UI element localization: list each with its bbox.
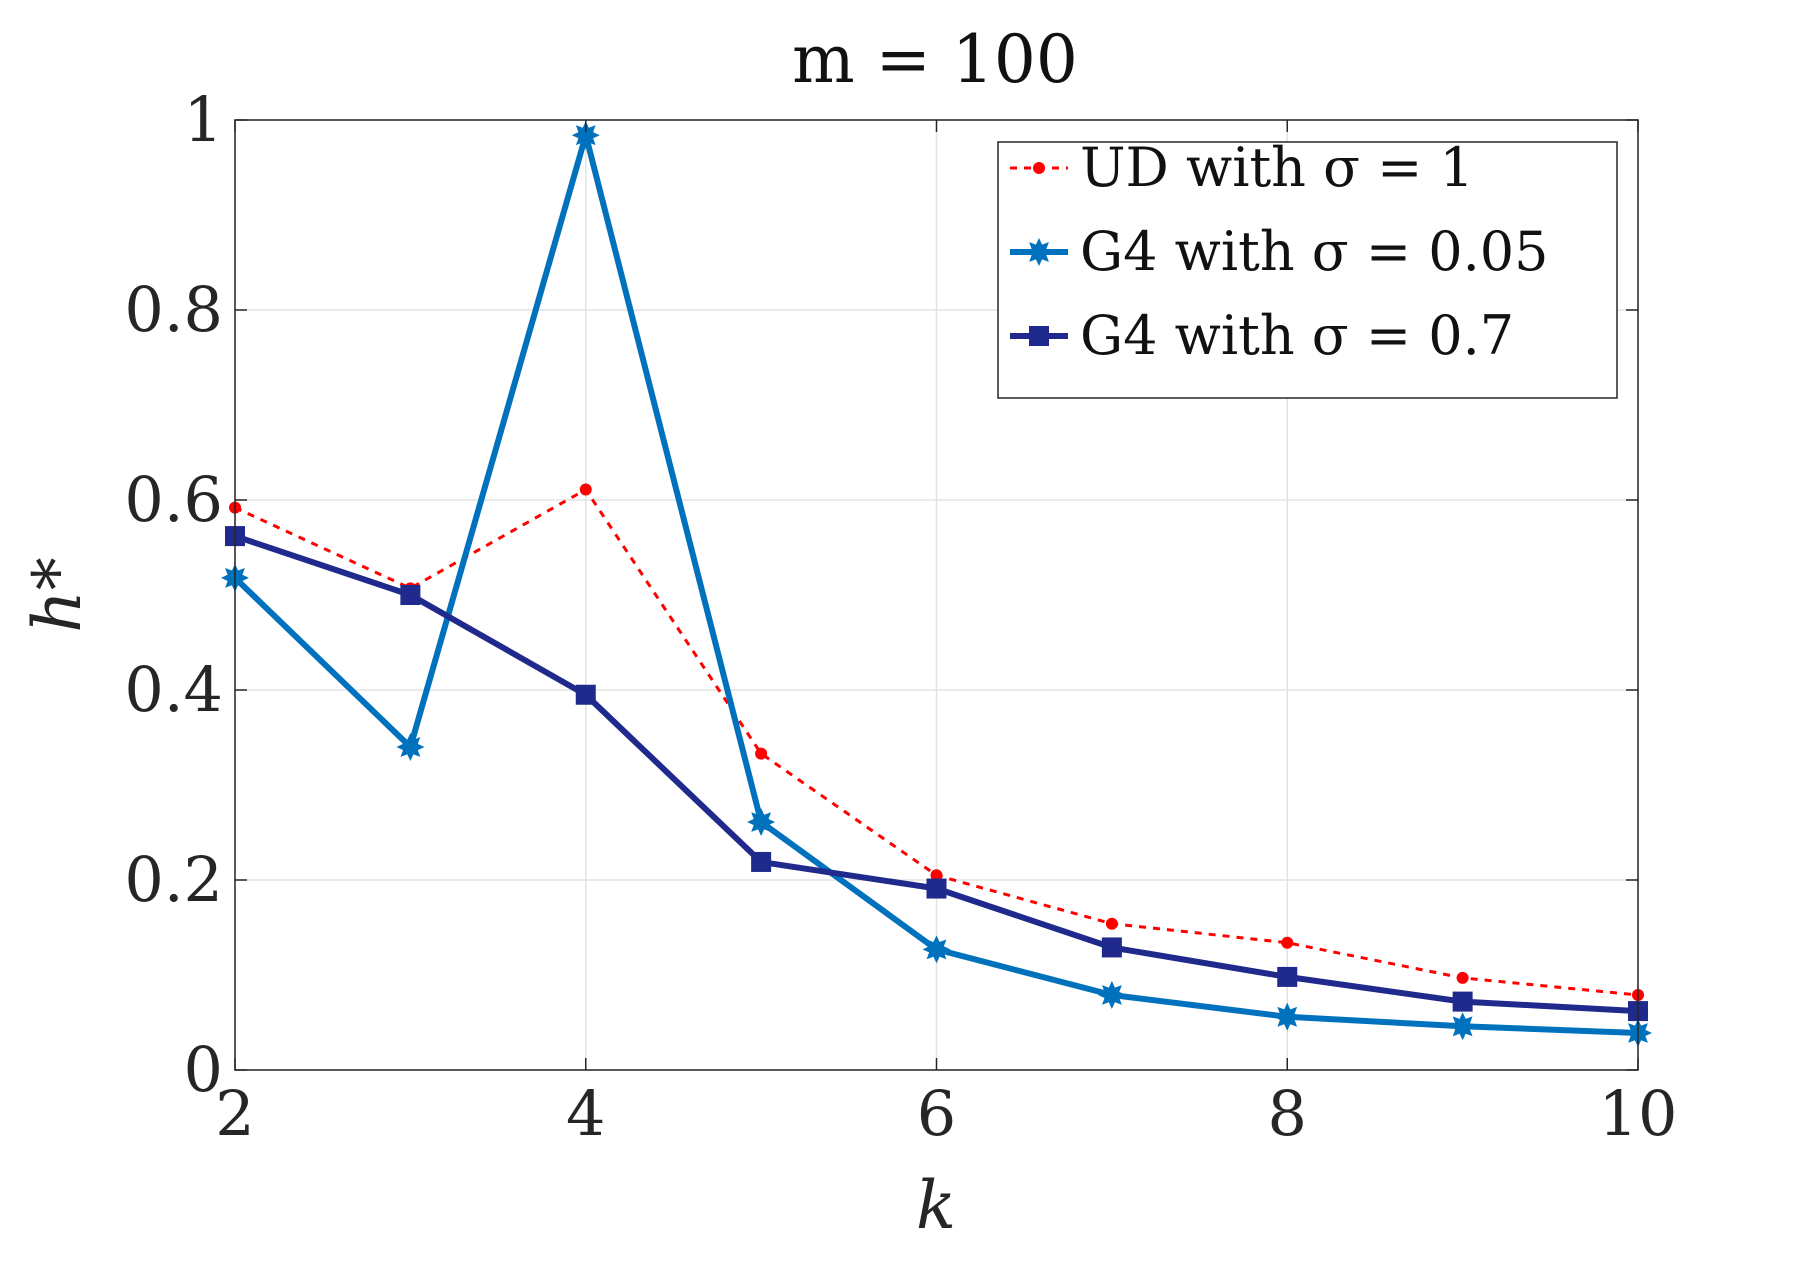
y-axis-ticks: 0 0.2 0.4 0.6 0.8 1 (124, 83, 1638, 1106)
legend-entry: G4 with σ = 0.7 (1010, 304, 1514, 367)
x-axis-ticks: 2 4 6 8 10 (215, 120, 1677, 1150)
x-tick-label: 4 (566, 1077, 605, 1150)
y-tick-label: 0.8 (124, 273, 223, 346)
data-point-marker (396, 733, 425, 761)
data-point-marker (926, 878, 947, 899)
data-point-marker (400, 585, 421, 605)
y-tick-label: 0.4 (124, 653, 223, 726)
x-tick-label: 10 (1599, 1077, 1678, 1150)
legend-label: G4 with σ = 0.05 (1080, 220, 1548, 283)
y-tick-label: 0.2 (124, 843, 223, 916)
chart-title: m = 100 (792, 21, 1078, 98)
data-point-marker (575, 684, 596, 705)
data-point-marker (1105, 917, 1118, 930)
data-point-marker (930, 869, 943, 882)
data-point-marker (1029, 326, 1049, 346)
series-3 (225, 526, 1648, 1022)
y-axis-label: h* (19, 557, 96, 633)
data-point-marker (751, 851, 772, 872)
legend-box (997, 141, 1618, 399)
data-point-marker (1273, 1002, 1302, 1031)
series-2 (221, 121, 1652, 1047)
data-point-marker (922, 935, 951, 964)
data-point-marker (1281, 936, 1294, 949)
data-point-marker (1033, 162, 1045, 174)
legend: UD with σ = 1 G4 with σ = 0.05 G4 with σ =… (997, 136, 1618, 399)
x-axis-label: k (916, 1167, 956, 1244)
y-tick-label: 0 (184, 1033, 223, 1106)
legend-entry: UD with σ = 1 (1010, 136, 1474, 199)
data-point-marker (1101, 937, 1122, 958)
legend-label: UD with σ = 1 (1080, 136, 1474, 199)
legend-entry: G4 with σ = 0.05 (1010, 220, 1548, 283)
data-point-marker (1025, 238, 1053, 266)
data-point-marker (747, 808, 776, 836)
data-point-marker (579, 483, 592, 496)
chart-title-text: m = 100 (792, 21, 1078, 98)
series-layer (221, 121, 1652, 1047)
data-point-marker (1456, 971, 1469, 984)
data-point-marker (1097, 981, 1126, 1009)
y-tick-label: 0.6 (124, 463, 223, 536)
data-point-marker (1452, 991, 1473, 1012)
data-point-marker (1277, 966, 1298, 987)
data-point-marker (1448, 1012, 1477, 1041)
x-tick-label: 2 (215, 1077, 254, 1150)
data-point-marker (755, 747, 768, 760)
legend-label: G4 with σ = 0.7 (1080, 304, 1514, 367)
x-tick-label: 8 (1268, 1077, 1307, 1150)
y-tick-label: 1 (184, 83, 223, 156)
series-1 (229, 483, 1644, 1001)
data-point-marker (571, 121, 600, 150)
x-tick-label: 6 (917, 1077, 956, 1150)
